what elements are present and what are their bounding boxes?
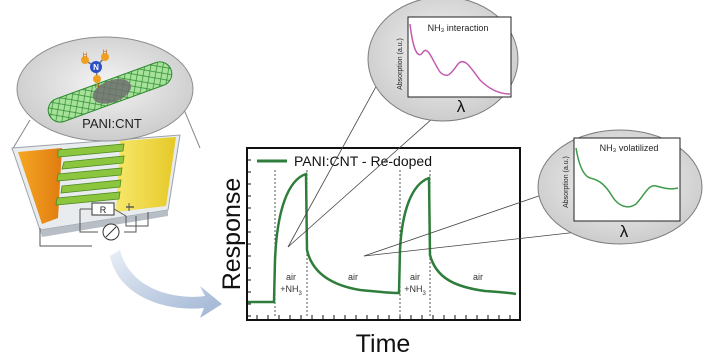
response-chart: PANI:CNT - Re-doped air +NH3 air air +NH… [218,147,521,358]
region-label-2: air [348,272,358,282]
inset-nh3-volatilized: NH₃ volatilized Absorption (a.u.) λ [363,129,703,257]
inset-top-frame [407,16,512,98]
inset-top-ylabel: Absorption (a.u.) [397,38,404,90]
pani-cnt-bubble: N H H H PANI:CNT [16,36,194,142]
circuit-wire-left [39,228,92,247]
region-label-4: air [473,272,483,282]
bubble-label: PANI:CNT [82,116,142,131]
x-axis-title: Time [356,330,411,358]
region-label-3-top: air [410,272,420,282]
inset-nh3-interaction: NH₃ interaction Absorption (a.u.) λ [287,0,519,248]
inset-top-xlabel: λ [457,97,466,116]
inset-right-title: NH₃ volatilized [600,143,659,153]
ammonia-molecule-icon: N H H H [81,50,109,90]
callout-line-1 [287,71,385,248]
region-label-1-bottom: +NH3 [280,284,302,297]
y-axis-title: Response [218,178,246,291]
callout-line-2 [287,109,443,248]
inset-top-curve [409,23,511,95]
callout-line-3 [363,187,563,257]
hydrogen-atom-label-2: H [103,50,107,56]
region-label-1-top: air [286,272,296,282]
sensor-device: R [11,99,201,247]
chart-frame [246,147,521,321]
inset-right-xlabel: λ [620,222,629,241]
inset-right-curve [575,147,679,208]
nitrogen-atom-label: N [93,63,99,72]
response-curve [248,172,517,304]
inset-right-ylabel: Absorption (a.u.) [563,156,570,208]
right-electrode [116,137,176,212]
resistor-label: R [100,205,107,215]
chart-ticks [247,159,511,320]
circuit-wire-right [125,212,149,227]
nanotube-icon [47,61,173,123]
hydrogen-atom-label-3: H [95,84,99,90]
interdigitated-electrodes [55,143,125,206]
region-label-3-bottom: +NH3 [404,284,426,297]
callout-line-4 [363,231,579,257]
inset-top-title: NH₃ interaction [428,23,489,33]
left-electrode [18,148,62,224]
hydrogen-atom-label-1: H [83,53,87,59]
chart-legend: PANI:CNT - Re-doped [294,153,432,169]
bubble-connector-left [11,119,31,151]
flow-arrow-icon [110,250,222,318]
